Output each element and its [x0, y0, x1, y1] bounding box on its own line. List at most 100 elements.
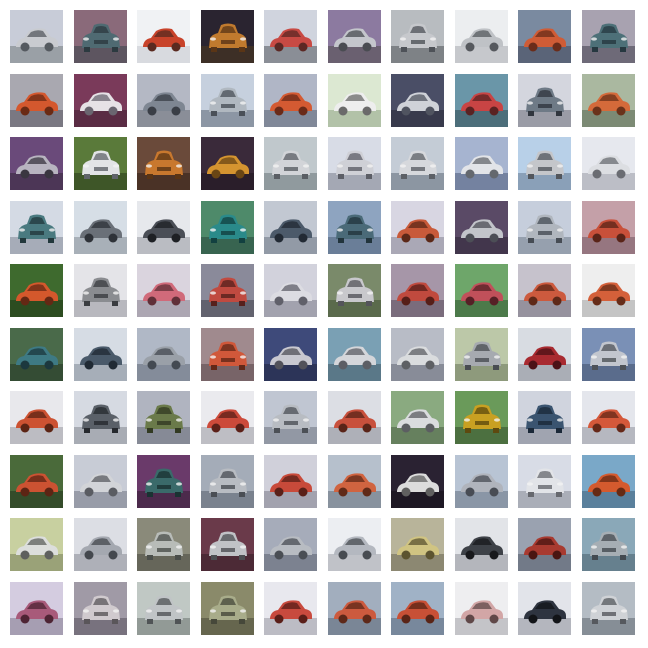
car-thumbnail [454, 73, 508, 127]
car-thumbnail [454, 454, 508, 508]
car-thumbnail [137, 10, 190, 63]
car-image [454, 391, 508, 444]
car-image [137, 200, 190, 254]
car-image [391, 73, 444, 127]
car-image [264, 391, 317, 444]
car-thumbnail [518, 518, 571, 571]
car-thumbnail [10, 137, 63, 190]
car-thumbnail [391, 327, 444, 381]
car-thumbnail [10, 10, 63, 63]
car-image [200, 73, 254, 127]
car-thumbnail [327, 137, 381, 190]
car-thumbnail [581, 264, 635, 317]
car-thumbnail [518, 264, 571, 317]
car-thumbnail [581, 137, 635, 190]
car-thumbnail [200, 327, 254, 381]
car-image [391, 137, 444, 190]
car-thumbnail [391, 518, 444, 571]
car-image [73, 200, 127, 254]
car-thumbnail [10, 327, 63, 381]
car-image [518, 200, 571, 254]
car-image [137, 137, 190, 190]
car-image [10, 454, 63, 508]
car-thumbnail [264, 264, 317, 317]
car-image [454, 581, 508, 635]
car-thumbnail [327, 200, 381, 254]
car-image [391, 454, 444, 508]
car-image [454, 264, 508, 317]
car-image [581, 264, 635, 317]
car-image [264, 454, 317, 508]
car-image [327, 327, 381, 381]
car-thumbnail [200, 518, 254, 571]
car-image [391, 327, 444, 381]
car-image [391, 518, 444, 571]
car-image [391, 10, 444, 63]
car-thumbnail [581, 581, 635, 635]
car-thumbnail [200, 264, 254, 317]
car-image [518, 454, 571, 508]
car-image [518, 581, 571, 635]
car-thumbnail [454, 10, 508, 63]
car-image [264, 137, 317, 190]
car-image [10, 327, 63, 381]
car-thumbnail [137, 391, 190, 444]
car-image [10, 581, 63, 635]
car-image [10, 200, 63, 254]
car-image [518, 391, 571, 444]
car-image [518, 137, 571, 190]
car-thumbnail [137, 518, 190, 571]
car-thumbnail [518, 581, 571, 635]
car-image [137, 10, 190, 63]
car-image [137, 454, 190, 508]
car-thumbnail [200, 137, 254, 190]
car-image [327, 10, 381, 63]
car-image [581, 200, 635, 254]
car-thumbnail [454, 327, 508, 381]
car-image [10, 518, 63, 571]
car-image [327, 518, 381, 571]
car-image [73, 264, 127, 317]
car-image [327, 73, 381, 127]
car-image [581, 73, 635, 127]
car-image [137, 391, 190, 444]
car-thumbnail [73, 518, 127, 571]
car-image [454, 518, 508, 571]
car-thumbnail [73, 200, 127, 254]
car-image [264, 581, 317, 635]
car-image [391, 581, 444, 635]
car-thumbnail [200, 581, 254, 635]
car-thumbnail [73, 10, 127, 63]
car-thumbnail [73, 73, 127, 127]
car-thumbnail [391, 137, 444, 190]
car-image [454, 10, 508, 63]
car-thumbnail [391, 10, 444, 63]
car-thumbnail [581, 518, 635, 571]
car-image [73, 137, 127, 190]
car-image [200, 200, 254, 254]
car-image [518, 10, 571, 63]
car-thumbnail [391, 581, 444, 635]
car-thumbnail [327, 454, 381, 508]
car-image [200, 264, 254, 317]
car-thumbnail [200, 73, 254, 127]
car-image [10, 10, 63, 63]
car-thumbnail [581, 391, 635, 444]
car-thumbnail [327, 518, 381, 571]
car-thumbnail [264, 454, 317, 508]
car-image [264, 73, 317, 127]
car-image [73, 454, 127, 508]
car-thumbnail [137, 454, 190, 508]
car-thumbnail [73, 137, 127, 190]
car-thumbnail [327, 581, 381, 635]
car-image [73, 73, 127, 127]
car-thumbnail [264, 518, 317, 571]
car-image [581, 391, 635, 444]
image-grid [10, 10, 638, 638]
car-thumbnail [10, 454, 63, 508]
car-image [200, 327, 254, 381]
car-thumbnail [391, 391, 444, 444]
car-thumbnail [73, 327, 127, 381]
car-image [454, 200, 508, 254]
car-image [137, 518, 190, 571]
